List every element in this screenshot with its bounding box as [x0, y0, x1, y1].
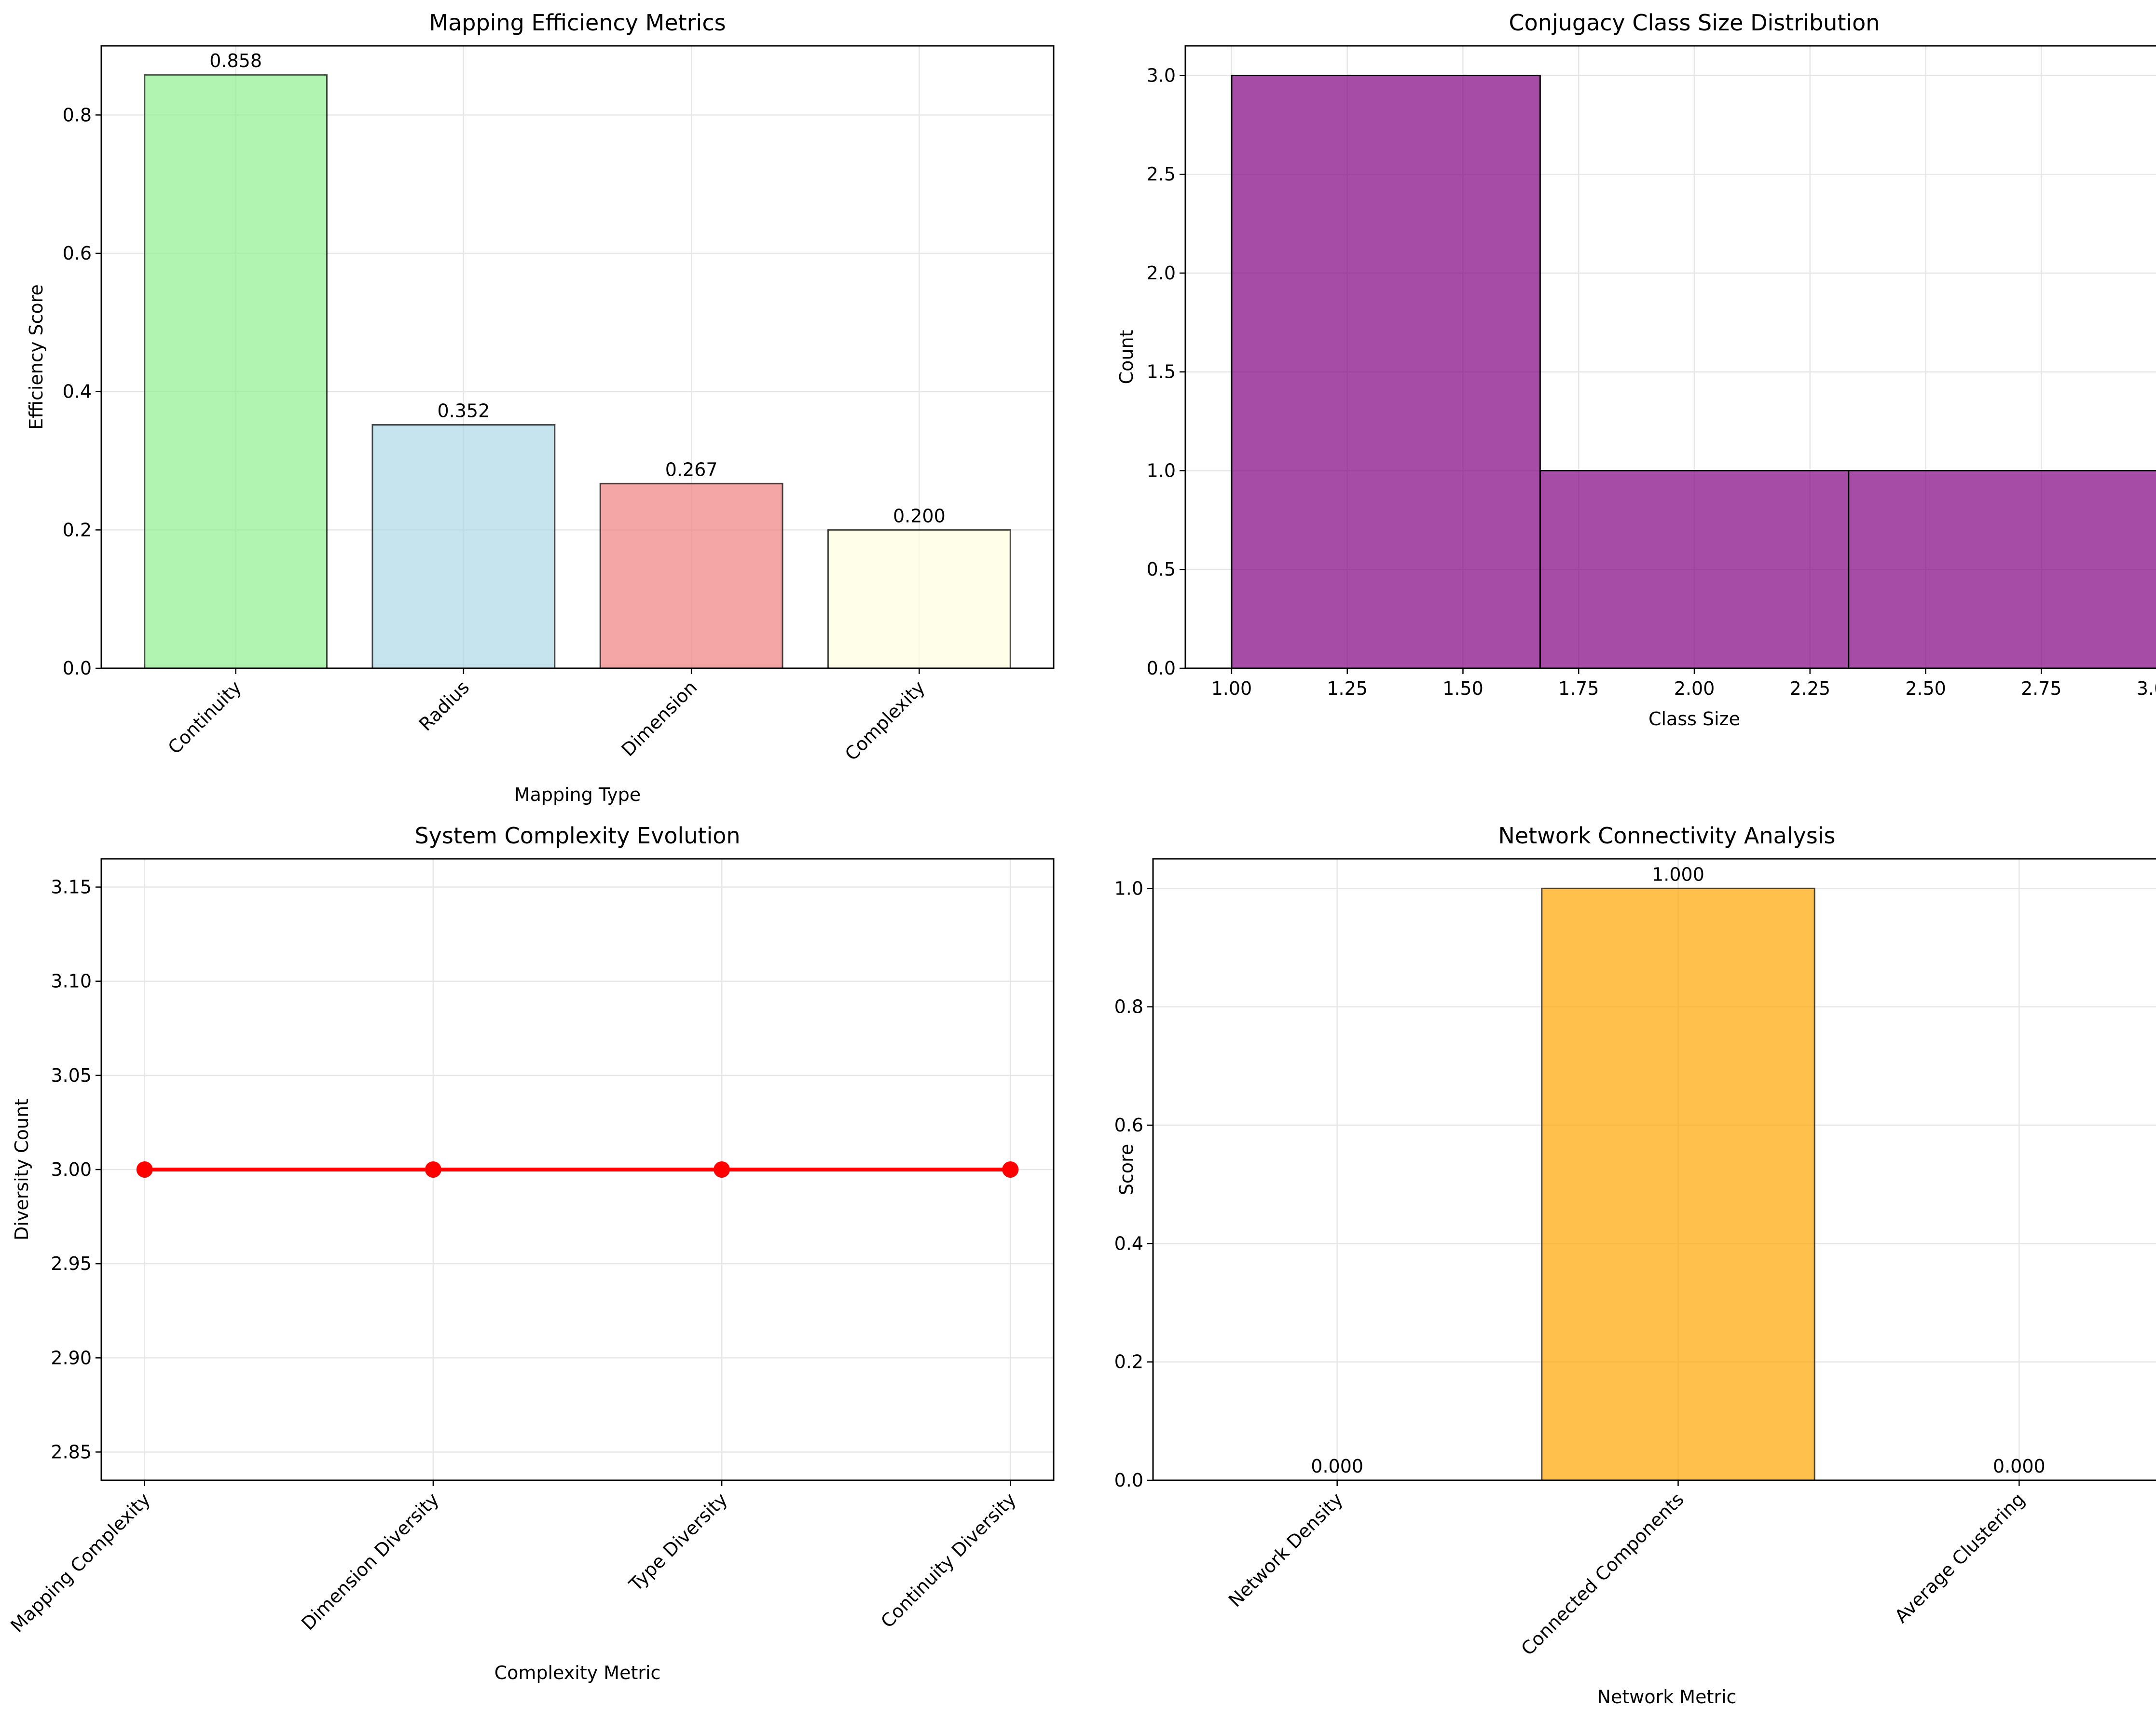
x-tick-label: 3.00	[2137, 678, 2156, 699]
y-tick-label: 0.0	[1114, 1470, 1143, 1491]
efficiency-x-ticks: Continuity Radius Dimension Complexity	[164, 668, 929, 765]
bar-value-label: 0.352	[437, 400, 490, 421]
y-tick-label: 0.8	[1114, 996, 1143, 1018]
efficiency-y-axis-label: Efficiency Score	[26, 284, 47, 430]
histogram-bar	[1539, 469, 1850, 669]
y-tick-label: 3.05	[51, 1065, 92, 1086]
conjugacy-chart: Conjugacy Class Size Distribution 0.0 0.5…	[1116, 10, 2156, 730]
efficiency-chart: Mapping Efficiency Metrics 0.858 0.352 0.2…	[26, 10, 1055, 805]
x-tick-label: 2.75	[2021, 678, 2062, 699]
x-tick-label: Connected Components	[1517, 1488, 1688, 1659]
bar-value-label: 0.000	[1993, 1456, 2046, 1477]
network-chart-title: Network Connectivity Analysis	[1498, 823, 1835, 849]
network-bars	[1541, 887, 1815, 1481]
network-y-ticks: 0.0 0.2 0.4 0.6 0.8 1.0	[1114, 878, 1153, 1491]
x-tick-label: Continuity Diversity	[877, 1488, 1020, 1632]
y-tick-label: 0.8	[63, 104, 92, 125]
y-tick-label: 3.00	[51, 1159, 92, 1180]
x-tick-label: Type Diversity	[625, 1488, 732, 1596]
bar	[827, 529, 1011, 669]
x-tick-label: Mapping Complexity	[6, 1488, 154, 1637]
conjugacy-y-ticks: 0.0 0.5 1.0 1.5 2.0 2.5 3.0	[1147, 65, 1185, 679]
x-tick-label: 1.25	[1327, 678, 1368, 699]
y-tick-label: 0.0	[63, 658, 92, 679]
network-y-axis-label: Score	[1116, 1144, 1137, 1195]
y-tick-label: 3.10	[51, 971, 92, 992]
y-tick-label: 0.4	[63, 381, 92, 402]
y-tick-label: 0.0	[1147, 658, 1176, 679]
bar	[371, 424, 556, 669]
complexity-chart-title: System Complexity Evolution	[414, 823, 740, 849]
y-tick-label: 0.4	[1114, 1233, 1143, 1254]
bar-value-label: 0.267	[665, 459, 718, 480]
y-tick-label: 1.5	[1147, 361, 1176, 383]
complexity-x-axis-label: Complexity Metric	[494, 1662, 661, 1683]
y-tick-label: 1.0	[1114, 878, 1143, 899]
y-tick-label: 3.0	[1147, 65, 1176, 86]
x-tick-label: Continuity	[164, 676, 246, 758]
efficiency-plot-frame	[100, 45, 1055, 669]
y-tick-label: 0.5	[1147, 559, 1176, 580]
complexity-plot-frame	[100, 858, 1055, 1481]
x-tick-label: Dimension Diversity	[297, 1488, 443, 1634]
efficiency-bars	[144, 74, 1011, 669]
efficiency-x-axis-label: Mapping Type	[514, 784, 641, 805]
x-tick-label: Network Density	[1224, 1488, 1347, 1611]
series-point	[714, 1161, 730, 1178]
histogram-bar	[1231, 74, 1541, 669]
conjugacy-y-axis-label: Count	[1116, 330, 1137, 385]
conjugacy-plot-frame	[1184, 45, 2156, 669]
bar	[599, 482, 783, 669]
conjugacy-histogram-bars	[1231, 74, 2156, 669]
x-tick-label: 2.25	[1789, 678, 1830, 699]
x-tick-label: 2.00	[1674, 678, 1715, 699]
histogram-bar	[1848, 469, 2156, 669]
x-tick-label: Dimension	[618, 676, 701, 760]
y-tick-label: 0.2	[1114, 1351, 1143, 1373]
bar-value-label: 1.000	[1652, 864, 1704, 885]
network-x-axis-label: Network Metric	[1597, 1686, 1737, 1708]
y-tick-label: 2.0	[1147, 262, 1176, 284]
efficiency-chart-title: Mapping Efficiency Metrics	[429, 10, 726, 36]
conjugacy-x-axis-label: Class Size	[1648, 708, 1740, 730]
y-tick-label: 0.6	[63, 243, 92, 264]
bar	[144, 74, 328, 669]
complexity-y-axis-label: Diversity Count	[11, 1099, 32, 1240]
bar-value-label: 0.200	[893, 505, 946, 526]
network-plot-frame	[1152, 858, 2156, 1481]
y-tick-label: 2.85	[51, 1441, 92, 1462]
y-tick-label: 2.95	[51, 1253, 92, 1274]
y-tick-label: 2.5	[1147, 164, 1176, 185]
series-point	[425, 1161, 441, 1178]
y-tick-label: 2.90	[51, 1347, 92, 1368]
x-tick-label: 1.75	[1558, 678, 1599, 699]
complexity-y-ticks: 2.85 2.90 2.95 3.00 3.05 3.10 3.15	[51, 877, 101, 1462]
complexity-line-series	[136, 1161, 1019, 1178]
efficiency-y-ticks: 0.0 0.2 0.4 0.6 0.8	[63, 104, 101, 679]
y-tick-label: 3.15	[51, 877, 92, 898]
bar	[1541, 887, 1815, 1481]
y-tick-label: 1.0	[1147, 460, 1176, 481]
x-tick-label: Average Clustering	[1891, 1488, 2029, 1627]
series-point	[136, 1161, 153, 1178]
x-tick-label: 2.50	[1905, 678, 1946, 699]
x-tick-label: Radius	[415, 676, 473, 735]
bar-value-label: 0.858	[209, 50, 262, 71]
efficiency-value-labels: 0.858 0.352 0.267 0.200	[209, 50, 946, 526]
network-x-ticks: Network Density Connected Components Avera…	[1224, 1480, 2029, 1660]
complexity-x-ticks: Mapping Complexity Dimension Diversity Typ…	[6, 1480, 1020, 1637]
x-tick-label: 1.00	[1211, 678, 1252, 699]
conjugacy-chart-title: Conjugacy Class Size Distribution	[1509, 10, 1880, 36]
complexity-chart: System Complexity Evolution 2.85 2.90 2.95…	[6, 823, 1055, 1683]
series-point	[1002, 1161, 1019, 1178]
network-chart: Network Connectivity Analysis 0.000 1.000…	[1114, 823, 2156, 1708]
x-tick-label: 1.50	[1442, 678, 1483, 699]
x-tick-label: Complexity	[841, 676, 929, 765]
network-value-labels: 0.000 1.000 0.000	[1311, 864, 2045, 1477]
bar-value-label: 0.000	[1311, 1456, 1363, 1477]
y-tick-label: 0.2	[63, 519, 92, 540]
y-tick-label: 0.6	[1114, 1115, 1143, 1136]
conjugacy-x-ticks: 1.00 1.25 1.50 1.75 2.00 2.25 2.50 2.75 3.00	[1211, 668, 2156, 699]
